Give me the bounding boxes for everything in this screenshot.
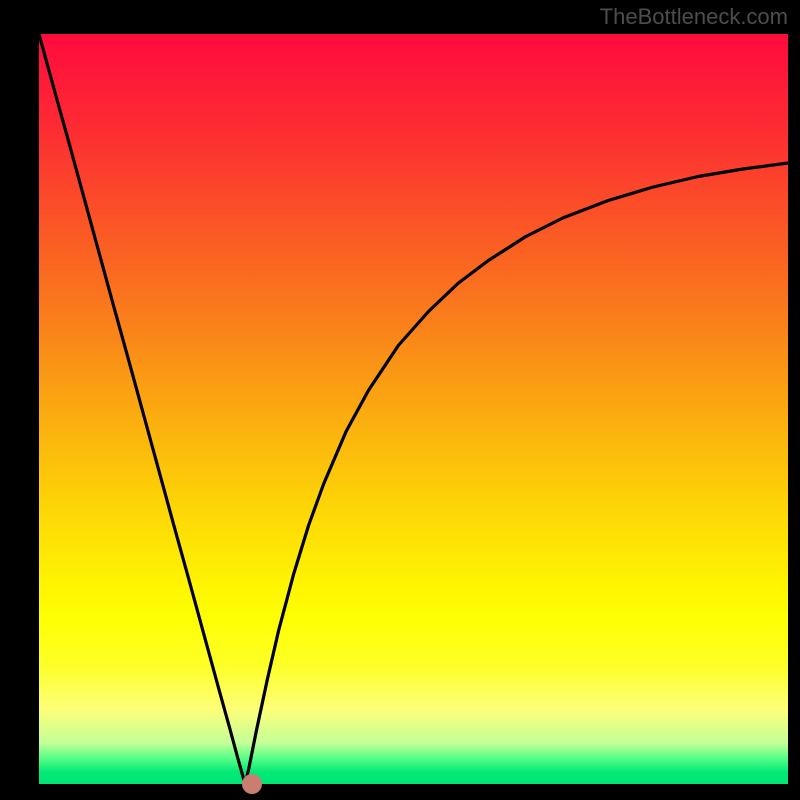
plot-area: [39, 34, 788, 784]
bottleneck-curve: [39, 34, 788, 784]
watermark-text: TheBottleneck.com: [600, 4, 788, 30]
minimum-marker: [242, 774, 262, 794]
curve-svg: [39, 34, 788, 784]
chart-root: TheBottleneck.com: [0, 0, 800, 800]
